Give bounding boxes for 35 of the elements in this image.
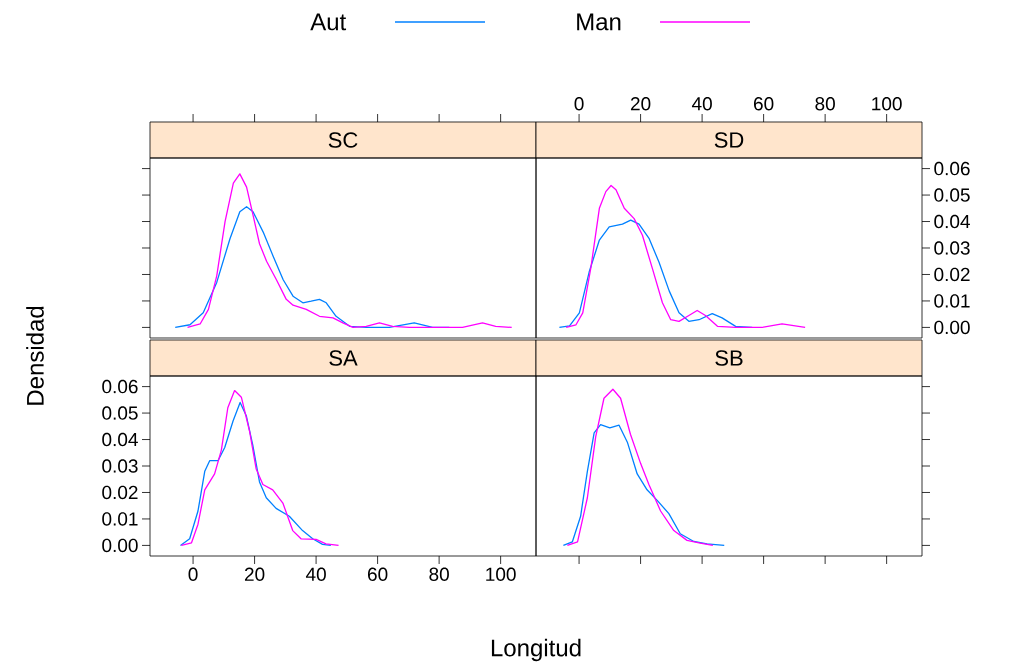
legend-label: Aut [310, 13, 347, 31]
x-tick-label: 100 [872, 97, 902, 111]
x-tick-label: 40 [691, 97, 712, 111]
x-tick-label: 60 [754, 97, 774, 111]
legend-label: Man [577, 13, 621, 31]
x-tick-label: 80 [815, 97, 835, 111]
chart-title: SB [715, 350, 743, 366]
y-tick-label: 0.06 [102, 379, 138, 394]
y-tick-label: 0.01 [934, 294, 970, 308]
y-tick-label: 0.05 [934, 188, 970, 202]
x-tick-label: 40 [305, 567, 326, 581]
y-tick-label: 0.00 [102, 538, 138, 553]
y-tick-label: 0.02 [934, 267, 970, 282]
y-tick-label: 0.04 [102, 432, 138, 447]
y-tick-label: 0.03 [934, 241, 970, 255]
y-tick-label: 0.01 [102, 512, 138, 526]
line-series [565, 184, 806, 329]
x-tick-label: 0 [574, 97, 584, 111]
x-tick-label: 80 [429, 567, 449, 581]
chart-title: SA [329, 350, 358, 366]
x-tick-label: 0 [188, 567, 198, 581]
y-tick-label: 0.04 [934, 214, 970, 229]
x-tick-label: 20 [244, 567, 265, 581]
x-axis-title: Longitud [491, 638, 581, 662]
x-tick-label: 100 [486, 567, 516, 581]
y-tick-label: 0.03 [102, 459, 138, 473]
y-tick-label: 0.00 [934, 320, 970, 335]
y-tick-label: 0.06 [934, 161, 970, 176]
x-tick-label: 60 [368, 567, 388, 581]
chart-title: SD [714, 132, 744, 148]
x-tick-label: 20 [630, 97, 651, 111]
chart-title: SC [328, 132, 358, 148]
y-tick-label: 0.02 [102, 485, 138, 500]
y-tick-label: 0.05 [102, 406, 138, 420]
y-axis-title: Densidad [26, 306, 44, 405]
